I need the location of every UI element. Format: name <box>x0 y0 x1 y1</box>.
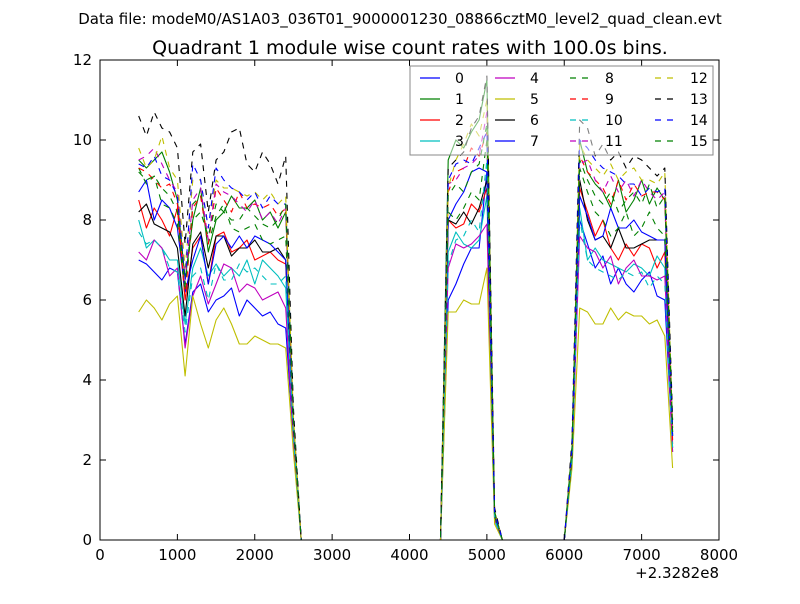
x-tick-label: 5000 <box>468 546 506 564</box>
chart-title: Quadrant 1 module wise count rates with … <box>152 37 668 59</box>
legend-item-3: 3 <box>420 134 464 150</box>
x-offset-label: +2.3282e8 <box>635 564 719 582</box>
series-line-11 <box>138 111 674 541</box>
x-tick-label: 2000 <box>236 546 274 564</box>
legend-item-6: 6 <box>495 113 539 129</box>
legend-item-15: 15 <box>655 134 708 150</box>
legend-label: 2 <box>455 113 464 129</box>
y-tick-label: 0 <box>82 531 92 549</box>
y-tick-label: 10 <box>73 131 92 149</box>
x-tick-label: 3000 <box>313 546 351 564</box>
legend-box <box>409 65 714 156</box>
legend-item-9: 9 <box>570 92 614 108</box>
legend-item-13: 13 <box>655 92 708 108</box>
legend-item-0: 0 <box>420 71 464 87</box>
series-line-13 <box>138 75 674 541</box>
legend-label: 10 <box>605 113 623 129</box>
series-line-8 <box>138 139 674 541</box>
series-line-15 <box>138 123 674 541</box>
x-tick-label: 1000 <box>158 546 196 564</box>
axis-ticks: 0 1000 2000 3000 4000 5000 6000 7000 80000246810… <box>73 51 738 564</box>
series-line-3 <box>138 195 674 541</box>
suptitle: Data file: modeM0/AS1A03_036T01_90000012… <box>78 10 722 29</box>
legend-item-4: 4 <box>495 71 539 87</box>
series-line-4 <box>138 223 674 541</box>
legend-item-8: 8 <box>570 71 614 87</box>
legend-label: 6 <box>530 113 539 129</box>
x-tick-label: 4000 <box>390 546 428 564</box>
legend-item-14: 14 <box>655 113 708 129</box>
legend-label: 3 <box>455 134 464 150</box>
x-tick-label: 0 <box>95 546 105 564</box>
series-line-7 <box>138 167 674 541</box>
legend-item-1: 1 <box>420 92 464 108</box>
legend-item-2: 2 <box>420 113 464 129</box>
legend-label: 13 <box>690 92 708 108</box>
legend-label: 4 <box>530 71 539 87</box>
legend-item-10: 10 <box>570 113 623 129</box>
y-tick-label: 12 <box>73 51 92 69</box>
legend-label: 5 <box>530 92 539 108</box>
legend-item-5: 5 <box>495 92 539 108</box>
legend-label: 11 <box>605 134 623 150</box>
y-tick-label: 4 <box>82 371 92 389</box>
legend-item-11: 11 <box>570 134 623 150</box>
series-line-9 <box>138 131 674 541</box>
legend-item-7: 7 <box>495 134 539 150</box>
x-tick-label: 7000 <box>623 546 661 564</box>
legend-label: 1 <box>455 92 464 108</box>
legend-label: 9 <box>605 92 614 108</box>
series-line-5 <box>138 267 674 541</box>
x-tick-label: 8000 <box>700 546 738 564</box>
y-tick-label: 2 <box>82 451 92 469</box>
legend-item-12: 12 <box>655 71 708 87</box>
x-tick-label: 6000 <box>545 546 583 564</box>
legend-label: 7 <box>530 134 539 150</box>
legend-label: 12 <box>690 71 708 87</box>
y-tick-label: 6 <box>82 291 92 309</box>
y-tick-label: 8 <box>82 211 92 229</box>
legend-label: 14 <box>690 113 708 129</box>
legend-label: 0 <box>455 71 464 87</box>
legend-label: 8 <box>605 71 614 87</box>
legend-label: 15 <box>690 134 708 150</box>
